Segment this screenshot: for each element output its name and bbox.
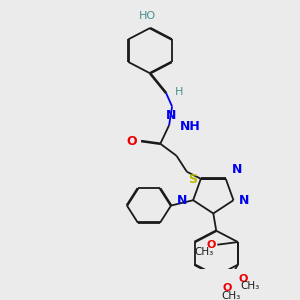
Text: O: O bbox=[206, 240, 216, 250]
Text: N: N bbox=[239, 194, 250, 207]
Text: N: N bbox=[165, 109, 176, 122]
Text: CH₃: CH₃ bbox=[241, 281, 260, 291]
Text: H: H bbox=[175, 87, 183, 97]
Text: CH₃: CH₃ bbox=[221, 291, 240, 300]
Text: O: O bbox=[126, 135, 137, 148]
Text: N: N bbox=[177, 194, 187, 207]
Text: O: O bbox=[223, 283, 232, 293]
Text: S: S bbox=[188, 173, 197, 186]
Text: NH: NH bbox=[179, 120, 200, 133]
Text: CH₃: CH₃ bbox=[194, 247, 214, 257]
Text: O: O bbox=[238, 274, 248, 284]
Text: HO: HO bbox=[139, 11, 156, 21]
Text: N: N bbox=[232, 163, 242, 176]
